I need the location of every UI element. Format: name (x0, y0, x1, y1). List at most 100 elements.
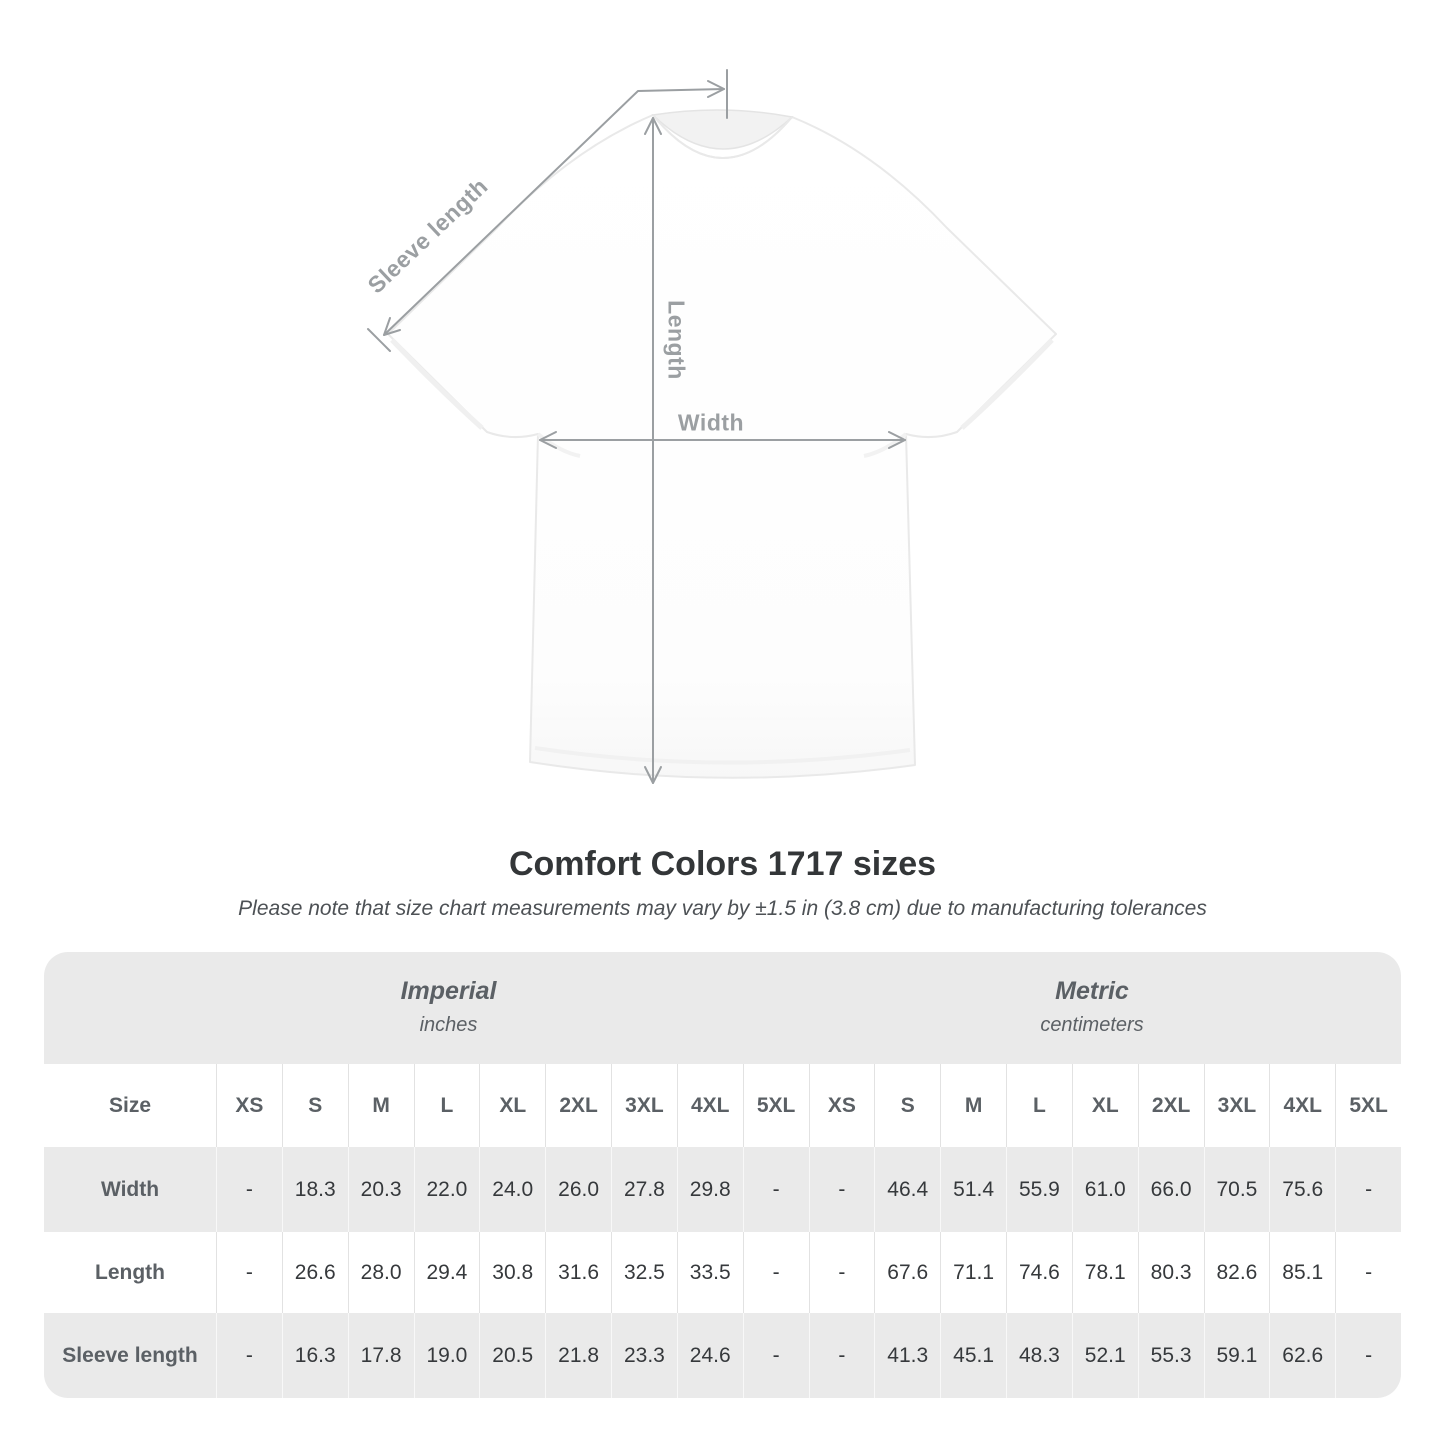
size-header-cell: M (347, 1064, 414, 1147)
value-cell: 16.3 (281, 1313, 348, 1398)
value-cell: - (808, 1147, 875, 1232)
size-header-cell: 3XL (611, 1064, 677, 1147)
size-header-cell: 2XL (545, 1064, 611, 1147)
value-cell: 17.8 (347, 1313, 414, 1398)
size-header-cell: XL (479, 1064, 546, 1147)
size-header-cell: S (874, 1064, 941, 1147)
value-cell: - (808, 1313, 875, 1398)
value-cell: 74.6 (1006, 1232, 1072, 1313)
value-cell: 46.4 (874, 1147, 941, 1232)
value-cell: 67.6 (874, 1232, 941, 1313)
value-cell: 55.3 (1137, 1313, 1204, 1398)
sleeve-end-tick (367, 328, 391, 352)
size-header-cell: 2XL (1137, 1064, 1204, 1147)
value-cell: 85.1 (1269, 1232, 1336, 1313)
sleeve-dimension-line (383, 88, 725, 336)
value-cell: 30.8 (479, 1232, 546, 1313)
value-cell: 22.0 (413, 1147, 480, 1232)
value-cell: 66.0 (1137, 1147, 1204, 1232)
value-cell: - (742, 1232, 809, 1313)
size-table: Imperial inches Metric centimeters Size X… (44, 952, 1401, 1398)
value-cell: - (1335, 1232, 1401, 1313)
value-cell: 51.4 (940, 1147, 1006, 1232)
metric-unit: centimeters (1040, 1014, 1144, 1036)
length-arrow-bottom (644, 766, 662, 784)
value-cell: 62.6 (1269, 1313, 1336, 1398)
tshirt-illustration (367, 69, 1057, 784)
width-label: Width (677, 409, 745, 436)
value-cell: 78.1 (1071, 1232, 1138, 1313)
right-underarm-shadow (863, 432, 908, 458)
value-cell: 26.6 (281, 1232, 348, 1313)
hem-seam (534, 746, 911, 765)
tshirt-body (387, 114, 1057, 779)
value-cell: 18.3 (281, 1147, 348, 1232)
metric-group-header: Metric centimeters (809, 952, 1401, 1064)
sleeve-arrow-end (383, 317, 401, 336)
width-arrow-right (888, 431, 906, 449)
value-cell: 24.6 (676, 1313, 743, 1398)
value-cell: 59.1 (1203, 1313, 1270, 1398)
imperial-label: Imperial (400, 977, 497, 1005)
value-cell: 20.3 (347, 1147, 414, 1232)
value-cell: 52.1 (1071, 1313, 1138, 1398)
value-cell: - (1335, 1147, 1401, 1232)
size-header-cell: XL (1071, 1064, 1138, 1147)
width-arrow-left (539, 431, 557, 449)
unit-group-header: Imperial inches Metric centimeters (44, 952, 1401, 1064)
size-header-cell: 3XL (1203, 1064, 1270, 1147)
value-cell: 27.8 (611, 1147, 677, 1232)
value-cell: - (216, 1313, 282, 1398)
value-cell: - (216, 1232, 282, 1313)
size-header-cell: 4XL (676, 1064, 743, 1147)
value-cell: 61.0 (1071, 1147, 1138, 1232)
imperial-unit: inches (419, 1014, 478, 1036)
value-cell: 80.3 (1137, 1232, 1204, 1313)
value-cell: 29.8 (676, 1147, 743, 1232)
value-cell: - (808, 1232, 875, 1313)
value-cell: 21.8 (545, 1313, 611, 1398)
value-cell: 20.5 (479, 1313, 546, 1398)
page-title: Comfort Colors 1717 sizes (508, 845, 937, 883)
value-cell: - (742, 1313, 809, 1398)
value-cell: 29.4 (413, 1232, 480, 1313)
metric-label: Metric (1055, 977, 1129, 1005)
value-cell: 75.6 (1269, 1147, 1336, 1232)
size-header-cell: 5XL (742, 1064, 809, 1147)
value-cell: - (1335, 1313, 1401, 1398)
value-cell: - (742, 1147, 809, 1232)
size-header-cell: M (940, 1064, 1006, 1147)
left-underarm-shadow (536, 432, 581, 458)
value-cell: 71.1 (940, 1232, 1006, 1313)
right-cuff-seam (960, 338, 1054, 430)
size-header-cell: S (281, 1064, 348, 1147)
size-header-cell: L (413, 1064, 480, 1147)
value-cell: 55.9 (1006, 1147, 1072, 1232)
size-header-cell: 5XL (1335, 1064, 1401, 1147)
value-cell: 19.0 (413, 1313, 480, 1398)
value-cell: 24.0 (479, 1147, 546, 1232)
row-label: Length (44, 1232, 216, 1313)
value-cell: - (216, 1147, 282, 1232)
size-table-grid: Size XS S M L XL 2XL 3XL 4XL 5XL XS S M L XL 2XL 3XL 4XL 5… (44, 1064, 1401, 1398)
tolerance-note: Please note that size chart measurements… (238, 897, 1207, 920)
value-cell: 32.5 (611, 1232, 677, 1313)
value-cell: 28.0 (347, 1232, 414, 1313)
value-cell: 31.6 (545, 1232, 611, 1313)
value-cell: 33.5 (676, 1232, 743, 1313)
tshirt-collar-rib (652, 114, 793, 159)
left-cuff-seam (390, 338, 484, 430)
size-header-cell: XS (216, 1064, 282, 1147)
length-arrow-top (644, 117, 662, 135)
tshirt-diagram: Sleeve length Length Width (363, 69, 1057, 784)
row-label: Width (44, 1147, 216, 1232)
size-header-cell: L (1006, 1064, 1072, 1147)
value-cell: 48.3 (1006, 1313, 1072, 1398)
value-cell: 45.1 (940, 1313, 1006, 1398)
value-cell: 41.3 (874, 1313, 941, 1398)
value-cell: 26.0 (545, 1147, 611, 1232)
length-label: Length (663, 300, 690, 380)
sleeve-arrow-right (707, 80, 725, 98)
size-header-cell: 4XL (1269, 1064, 1336, 1147)
